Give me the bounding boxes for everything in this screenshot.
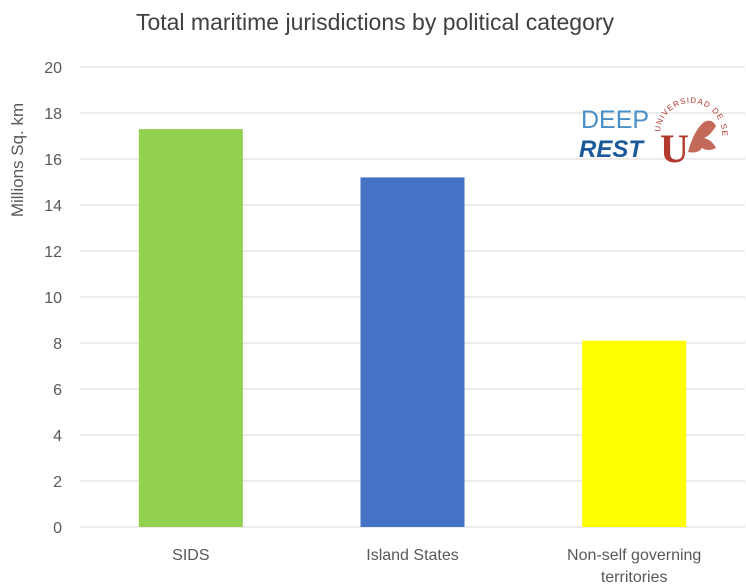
x-tick-label: Island States <box>366 547 459 564</box>
bar-sids <box>138 129 243 527</box>
x-tick-label-line: Non-self governing <box>567 547 701 564</box>
y-tick-label: 16 <box>44 152 62 169</box>
deep-rest-logo-top-text: DEEP <box>581 106 649 134</box>
deep-rest-logo-bottom-text: REST <box>579 136 645 163</box>
y-tick-label: 20 <box>44 60 62 77</box>
bar-non-self-governing-territories <box>582 340 687 527</box>
y-tick-label: 8 <box>53 336 62 353</box>
y-tick-label: 4 <box>53 428 62 445</box>
university-seal-figure-icon <box>688 120 716 153</box>
y-tick-label: 18 <box>44 106 62 123</box>
y-tick-label: 10 <box>44 290 62 307</box>
x-tick-label: SIDS <box>172 547 209 564</box>
x-tick-label-line: SIDS <box>172 547 209 564</box>
x-tick-label: Non-self governing territories <box>567 547 701 586</box>
x-tick-labels: SIDS Island States Non-self governing terri… <box>172 547 701 586</box>
chart-title: Total maritime jurisdictions by politica… <box>136 9 615 35</box>
deep-rest-logo: DEEP REST <box>579 106 649 163</box>
university-letter: U <box>660 126 689 171</box>
y-axis-title: Millions Sq. km <box>8 103 27 217</box>
bar-island-states <box>360 177 465 527</box>
x-tick-label-line: territories <box>601 569 668 586</box>
y-tick-labels: 0 2 4 6 8 10 12 14 16 18 20 <box>44 60 62 537</box>
y-tick-label: 12 <box>44 244 62 261</box>
y-tick-label: 6 <box>53 382 62 399</box>
y-tick-label: 0 <box>53 520 62 537</box>
bars <box>138 129 687 527</box>
y-tick-label: 14 <box>44 198 62 215</box>
x-tick-label-line: Island States <box>366 547 459 564</box>
y-tick-label: 2 <box>53 474 62 491</box>
